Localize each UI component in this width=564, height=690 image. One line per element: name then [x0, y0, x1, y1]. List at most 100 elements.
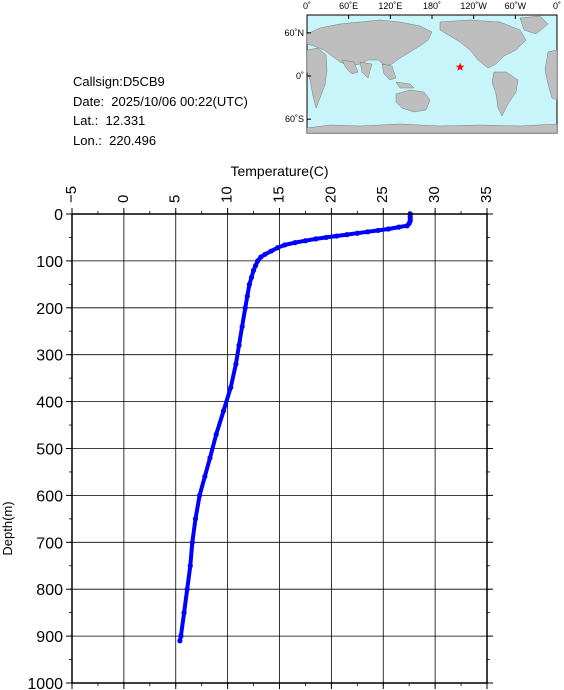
- x-tick-label: 0: [115, 195, 132, 203]
- map-lon-label: 120˚E: [378, 1, 402, 11]
- profile-point: [178, 633, 184, 639]
- map-lon-labels: 0˚ 60˚E 120˚E 180˚ 120˚W 60˚W 0˚: [303, 1, 561, 11]
- profile-point: [220, 408, 227, 414]
- station-info: Callsign:D5CB9 Date: 2025/10/06 00:22(UT…: [73, 72, 248, 150]
- profile-point: [407, 213, 413, 219]
- profile-point: [197, 492, 203, 498]
- profile-point: [406, 220, 412, 226]
- map-land: [306, 15, 558, 134]
- profile-point: [177, 638, 183, 644]
- map-lat-label: 0˚: [296, 71, 304, 81]
- profile-point: [354, 230, 360, 236]
- profile-point: [192, 516, 199, 522]
- map-lon-label: 120˚W: [460, 1, 487, 11]
- grid-lines: [71, 213, 488, 684]
- map-lon-label: 60˚E: [339, 1, 358, 11]
- profile-point: [313, 236, 319, 242]
- lon-text: Lon.: 220.496: [73, 132, 157, 148]
- profile-point: [407, 218, 413, 224]
- date-text: Date: 2025/10/06 00:22(UTC): [73, 93, 248, 109]
- land-greenland: [519, 15, 549, 35]
- profile-point: [375, 227, 381, 234]
- lat-text: Lat.: 12.331: [73, 113, 146, 128]
- map-lon-label: 0˚: [553, 1, 561, 11]
- profile-point: [189, 539, 195, 545]
- map-lat-label: 60˚N: [284, 28, 304, 38]
- map-lon-label: 0˚: [303, 1, 311, 11]
- y-tick-label: 200: [36, 301, 63, 318]
- land-eurasia: [306, 19, 433, 67]
- x-tick-label: 10: [219, 186, 236, 203]
- y-tick-label: 800: [36, 582, 63, 599]
- profile-point: [292, 240, 298, 246]
- profile-point: [407, 211, 413, 217]
- profile-point: [239, 323, 245, 330]
- profile-point: [404, 223, 410, 229]
- x-tick-label: 5: [167, 195, 184, 203]
- profile-point: [274, 245, 281, 251]
- profile-point: [262, 251, 268, 257]
- profile-line: [177, 212, 413, 643]
- y-tick-label: 0: [54, 207, 63, 224]
- profile-point: [233, 361, 239, 367]
- profile-point: [268, 248, 274, 254]
- profile-point: [385, 226, 392, 232]
- x-tick-label: 35: [478, 186, 495, 203]
- profile-point: [258, 254, 264, 260]
- world-map: 0˚ 60˚E 120˚E 180˚ 120˚W 60˚W 0˚ 60˚N 0˚ 60˚S: [284, 1, 561, 134]
- profile-point: [302, 238, 309, 244]
- y-tick-label: 400: [36, 395, 63, 412]
- profile-point: [184, 586, 190, 592]
- profile-point: [282, 242, 288, 248]
- plot-frame: [71, 213, 488, 684]
- map-lat-labels: 60˚N 0˚ 60˚S: [284, 28, 304, 124]
- profile-point: [242, 305, 248, 311]
- land-africa-east: [544, 49, 558, 101]
- y-axis-label: Depth(m): [0, 501, 15, 555]
- x-tick-label: 30: [426, 186, 443, 203]
- profile-point: [213, 431, 219, 438]
- profile-point: [344, 232, 350, 238]
- profile-point: [244, 293, 250, 299]
- x-tick-label: 15: [270, 186, 287, 203]
- profile-point: [333, 233, 340, 239]
- map-lon-label: 180˚: [423, 1, 441, 11]
- callsign-text: Callsign:D5CB9: [73, 74, 165, 89]
- y-tick-label: 1000: [27, 676, 63, 690]
- profile-point: [181, 610, 187, 616]
- land-north-america: [439, 19, 527, 69]
- land-south-america: [491, 71, 519, 117]
- y-axis-ticks: 0 100 200 300 400 500 600 700 800 900 1000: [27, 207, 493, 690]
- profile-point: [396, 224, 402, 230]
- profile-point: [246, 281, 253, 287]
- star-icon: [455, 62, 465, 71]
- land-africa-west: [306, 47, 328, 109]
- land-australia: [395, 89, 431, 113]
- profile-point: [187, 563, 193, 569]
- profile-point: [228, 384, 234, 391]
- temperature-profile-series: [177, 211, 413, 644]
- land-se-asia: [381, 63, 415, 89]
- profile-point: [255, 258, 261, 264]
- x-axis-ticks: −5 0 5 10 15 20 25 30 35: [63, 186, 495, 689]
- map-lon-label: 60˚W: [505, 1, 527, 11]
- y-tick-label: 100: [36, 254, 63, 271]
- map-lat-label: 60˚S: [285, 114, 304, 124]
- y-tick-label: 500: [36, 442, 63, 459]
- profile-point: [236, 342, 242, 348]
- profile-point: [365, 229, 371, 235]
- profile-point: [248, 274, 255, 280]
- profile-point: [323, 234, 329, 241]
- land-arabia-india: [341, 59, 373, 79]
- x-axis-label: Temperature(C): [230, 163, 328, 179]
- land-antarctica: [306, 123, 558, 134]
- profile-point: [202, 474, 208, 480]
- x-tick-label: 20: [322, 186, 339, 203]
- profile-point: [250, 267, 257, 273]
- x-tick-label: −5: [63, 186, 80, 203]
- x-tick-label: 25: [374, 186, 391, 203]
- profile-point: [207, 455, 213, 461]
- map-ticks: [306, 15, 558, 120]
- y-tick-label: 900: [36, 629, 63, 646]
- y-tick-label: 600: [36, 488, 63, 505]
